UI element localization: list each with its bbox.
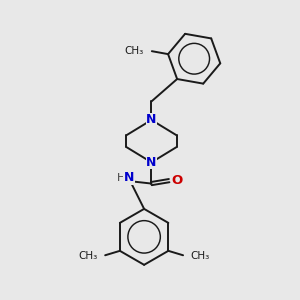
Text: H: H [117,173,126,183]
Text: N: N [146,113,157,127]
Text: CH₃: CH₃ [124,46,144,56]
Text: N: N [124,171,134,184]
Text: CH₃: CH₃ [79,251,98,261]
Text: O: O [172,174,183,187]
Text: N: N [146,156,157,169]
Text: CH₃: CH₃ [190,251,210,261]
